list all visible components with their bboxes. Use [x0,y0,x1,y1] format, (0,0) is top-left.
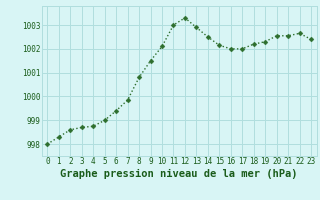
X-axis label: Graphe pression niveau de la mer (hPa): Graphe pression niveau de la mer (hPa) [60,169,298,179]
